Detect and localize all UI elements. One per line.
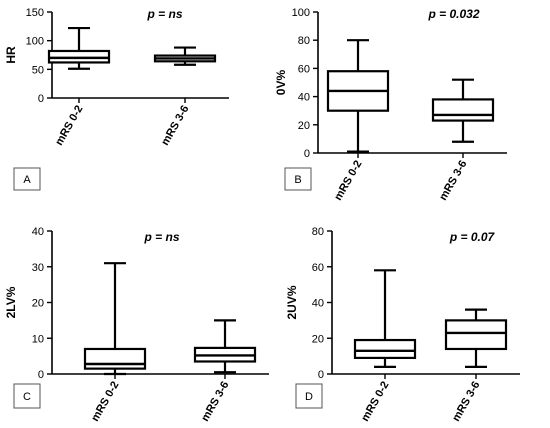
y-tick-label: 10 (32, 333, 44, 345)
y-tick-label: 60 (312, 262, 324, 274)
category-label: mRS 3-6 (159, 104, 191, 148)
category-label: mRS 0-2 (359, 380, 391, 424)
p-value-annotation: p = ns (143, 230, 179, 244)
panel-label-box (295, 383, 323, 409)
category-label: mRS 0-2 (89, 380, 121, 424)
panel-label-box (284, 167, 312, 191)
p-value-annotation: p = 0.07 (449, 230, 496, 244)
y-tick-label: 20 (32, 298, 44, 310)
panel-d: 0 20 40 60 80 2UV% p = 0.07 mRS 0-2 mRS 3-6 D (285, 226, 520, 424)
y-axis-title: 0V% (274, 70, 288, 96)
panel-label: D (305, 391, 313, 403)
y-tick-label: 0 (38, 369, 44, 381)
box-1 (83, 262, 147, 376)
y-tick-label: 0 (318, 369, 324, 381)
p-value-annotation: p = ns (146, 7, 182, 21)
y-tick-label: 100 (26, 36, 44, 48)
y-tick-label: 0 (38, 93, 44, 105)
panel-b: 0 20 40 60 80 100 0V% p = 0.032 mRS 0-2 mRS 3-6 B (274, 7, 507, 203)
category-label: mRS 0-2 (332, 159, 364, 203)
y-tick-label: 20 (298, 120, 310, 132)
box-2 (193, 319, 257, 374)
y-tick-label: 150 (26, 7, 44, 19)
panel-label-box (13, 167, 41, 191)
y-tick-label: 40 (32, 226, 44, 238)
iqr-box (353, 338, 417, 360)
box-2 (153, 46, 217, 66)
y-tick-label: 0 (304, 148, 310, 160)
y-tick-label: 60 (298, 63, 310, 75)
panel-label-box (13, 383, 41, 409)
box-1 (353, 269, 417, 368)
box-1 (326, 39, 390, 153)
panel-a: 0 50 100 150 HR p = ns mRS 0-2 mRS 3-6 A (4, 7, 229, 191)
y-tick-label: 30 (32, 262, 44, 274)
y-axis-title: 2LV% (4, 286, 18, 318)
p-value-annotation: p = 0.032 (427, 7, 479, 21)
box-2 (444, 308, 508, 368)
y-tick-label: 50 (32, 64, 44, 76)
y-tick-label: 80 (298, 35, 310, 47)
iqr-box (83, 347, 147, 370)
category-label: mRS 3-6 (450, 380, 482, 424)
iqr-box (444, 319, 508, 351)
y-tick-label: 40 (298, 92, 310, 104)
category-label: mRS 3-6 (437, 159, 469, 203)
y-axis-title: 2UV% (285, 285, 299, 319)
y-tick-label: 20 (312, 333, 324, 345)
panel-label: C (23, 391, 31, 403)
panel-c: 0 10 20 30 40 2LV% p = ns mRS 0-2 mRS 3-6 C (4, 226, 269, 424)
category-label: mRS 3-6 (199, 380, 231, 424)
y-tick-label: 100 (292, 7, 310, 19)
y-tick-label: 40 (312, 298, 324, 310)
panel-label: A (23, 174, 31, 186)
panel-label: B (294, 174, 301, 186)
category-label: mRS 0-2 (53, 104, 85, 148)
iqr-box (431, 98, 495, 122)
y-axis-title: HR (4, 46, 18, 64)
box-1 (47, 26, 111, 70)
y-tick-label: 80 (312, 226, 324, 238)
box-2 (431, 78, 495, 143)
